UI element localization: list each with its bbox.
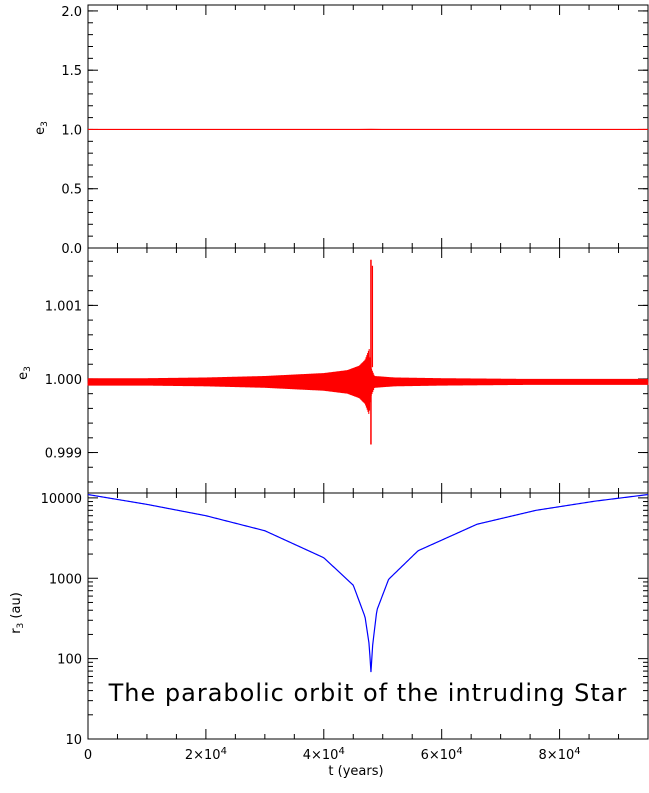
y-tick-label: 1.001 (45, 299, 82, 314)
x-tick-label: 8×104 (539, 746, 581, 763)
y-tick-label: 1.000 (45, 373, 82, 388)
panel-bottom: 10 100 1000 10000 0 2×104 4×104 6×104 8×104 r3 … (9, 492, 649, 779)
y-tick-label: 1.0 (61, 123, 82, 138)
x-tick-label: 0 (84, 748, 92, 763)
x-tick-label: 6×104 (421, 746, 463, 763)
panel-middle-ylabel: e3 (16, 366, 33, 380)
x-tick-label: 2×104 (185, 746, 227, 763)
y-tick-label: 1.5 (61, 64, 82, 79)
panel-top-ylabel: e3 (33, 121, 50, 135)
panel-bottom-ylabel: r3 (au) (9, 592, 26, 634)
y-tick-label: 10 (65, 733, 82, 748)
panel-middle-series (87, 259, 649, 445)
panel-bottom-y-ticks: 10 100 1000 10000 (41, 492, 649, 748)
panel-bottom-x-ticks: 0 2×104 4×104 6×104 8×104 (84, 746, 581, 763)
panel-top-y-ticks: 0.0 0.5 1.0 1.5 2.0 (61, 5, 649, 257)
y-tick-label: 0.999 (45, 447, 82, 462)
panel-bottom-xlabel: t (years) (328, 764, 383, 779)
y-tick-label: 2.0 (61, 5, 82, 20)
y-tick-label: 1000 (49, 572, 82, 587)
series-line (87, 493, 649, 673)
chart-annotation: The parabolic orbit of the intruding Sta… (108, 679, 628, 707)
panel-top-frame (87, 4, 649, 249)
y-tick-label: 100 (57, 653, 82, 668)
panel-bottom-frame (87, 492, 649, 740)
y-tick-label: 10000 (41, 492, 82, 507)
x-tick-label: 4×104 (303, 746, 345, 763)
y-tick-label: 0.5 (61, 183, 82, 198)
panel-bottom-series (87, 493, 649, 673)
y-tick-label: 0.0 (61, 242, 82, 257)
panel-middle: 0.999 1.000 1.001 e3 (16, 247, 649, 494)
series-line (87, 349, 649, 415)
panel-top: 0.0 0.5 1.0 1.5 2.0 e3 (33, 4, 649, 257)
